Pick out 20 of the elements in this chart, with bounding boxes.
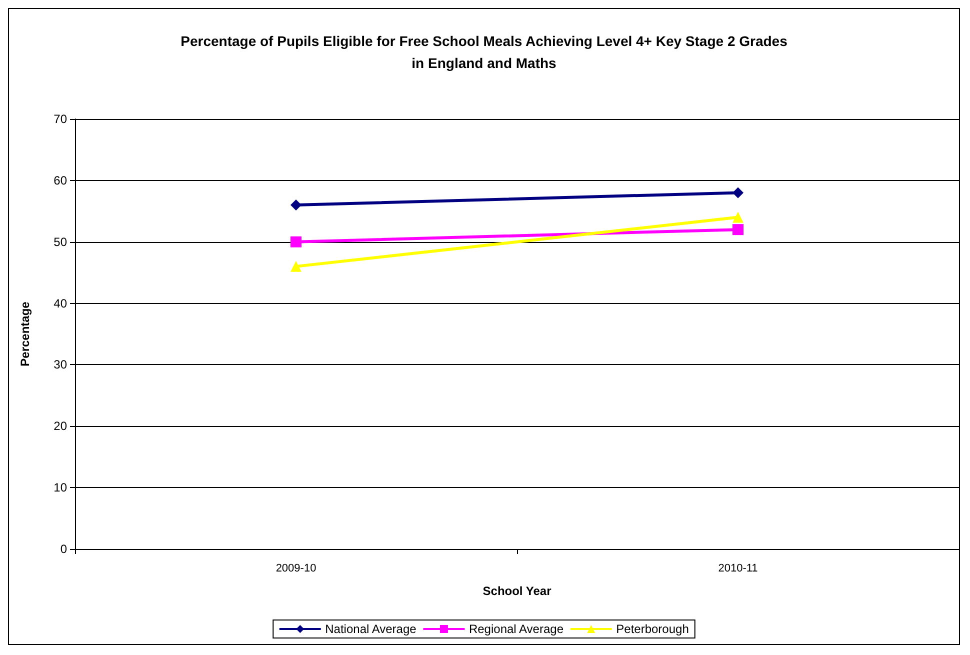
x-axis-title: School Year xyxy=(482,584,552,598)
point xyxy=(290,236,302,248)
point xyxy=(732,187,744,198)
legend-label: Regional Average xyxy=(468,622,564,636)
x-tick-label: 2009-10 xyxy=(276,562,316,574)
y-tick-label: 10 xyxy=(54,480,68,495)
y-tick-label: 30 xyxy=(54,358,68,372)
y-tick-label: 50 xyxy=(54,234,68,249)
y-tick-label: 0 xyxy=(60,542,68,556)
point xyxy=(732,224,744,236)
y-tick-label: 60 xyxy=(54,173,68,188)
y-tick-label: 70 xyxy=(54,112,68,126)
chart-title: Percentage of Pupils Eligible for Free School Meals Achieving Level 4+ Key Stage 2 Grades in England and Maths xyxy=(180,33,788,71)
y-tick-label: 20 xyxy=(54,419,68,434)
legend-label: Peterborough xyxy=(616,622,689,636)
y-axis-title: Percentage xyxy=(18,301,32,366)
point xyxy=(290,200,302,210)
y-tick-label: 40 xyxy=(54,296,68,310)
legend-label: National Average xyxy=(325,622,417,636)
x-tick-label: 2010-11 xyxy=(718,562,758,574)
